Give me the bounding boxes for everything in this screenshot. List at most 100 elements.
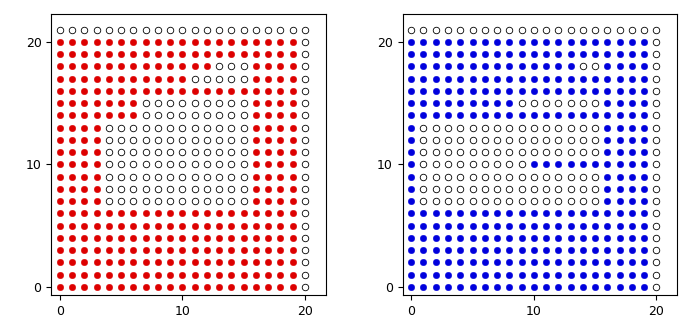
- Point: [79, 211, 90, 216]
- Point: [79, 27, 90, 32]
- Point: [528, 137, 539, 142]
- Point: [639, 137, 650, 142]
- Point: [213, 100, 224, 106]
- Point: [516, 88, 527, 93]
- Point: [553, 125, 564, 130]
- Point: [165, 150, 176, 155]
- Point: [627, 76, 637, 81]
- Point: [275, 27, 286, 32]
- Point: [287, 223, 298, 228]
- Point: [504, 100, 515, 106]
- Point: [627, 260, 637, 265]
- Point: [577, 211, 588, 216]
- Point: [479, 88, 490, 93]
- Point: [165, 88, 176, 93]
- Point: [418, 125, 429, 130]
- Point: [189, 137, 200, 142]
- Point: [55, 125, 66, 130]
- Point: [66, 39, 77, 44]
- Point: [430, 76, 441, 81]
- Point: [177, 113, 188, 118]
- Point: [492, 51, 503, 57]
- Point: [651, 150, 662, 155]
- Point: [627, 125, 637, 130]
- Point: [300, 199, 311, 204]
- Point: [250, 51, 261, 57]
- Point: [140, 88, 151, 93]
- Point: [614, 76, 625, 81]
- Point: [479, 150, 490, 155]
- Point: [492, 64, 503, 69]
- Point: [250, 174, 261, 179]
- Point: [202, 64, 213, 69]
- Point: [153, 76, 163, 81]
- Point: [263, 235, 274, 241]
- Point: [504, 125, 515, 130]
- Point: [66, 272, 77, 277]
- Point: [103, 39, 114, 44]
- Point: [577, 284, 588, 290]
- Point: [639, 174, 650, 179]
- Point: [116, 247, 127, 253]
- Point: [153, 272, 163, 277]
- Point: [238, 137, 249, 142]
- Point: [565, 272, 576, 277]
- Point: [55, 247, 66, 253]
- Point: [103, 88, 114, 93]
- Point: [467, 174, 478, 179]
- Point: [553, 76, 564, 81]
- Point: [590, 51, 601, 57]
- Point: [55, 186, 66, 192]
- Point: [651, 100, 662, 106]
- Point: [443, 27, 453, 32]
- Point: [430, 235, 441, 241]
- Point: [418, 39, 429, 44]
- Point: [55, 174, 66, 179]
- Point: [140, 100, 151, 106]
- Point: [79, 88, 90, 93]
- Point: [165, 137, 176, 142]
- Point: [66, 211, 77, 216]
- Point: [116, 174, 127, 179]
- Point: [177, 235, 188, 241]
- Point: [140, 186, 151, 192]
- Point: [79, 51, 90, 57]
- Point: [455, 51, 466, 57]
- Point: [455, 211, 466, 216]
- Point: [275, 260, 286, 265]
- Point: [430, 186, 441, 192]
- Point: [602, 76, 613, 81]
- Point: [455, 150, 466, 155]
- Point: [443, 235, 453, 241]
- Point: [540, 88, 551, 93]
- Point: [153, 284, 163, 290]
- Point: [116, 223, 127, 228]
- Point: [492, 137, 503, 142]
- Point: [418, 174, 429, 179]
- Point: [128, 51, 139, 57]
- Point: [177, 39, 188, 44]
- Point: [202, 39, 213, 44]
- Point: [103, 284, 114, 290]
- Point: [504, 39, 515, 44]
- Point: [275, 113, 286, 118]
- Point: [467, 27, 478, 32]
- Point: [565, 100, 576, 106]
- Point: [418, 27, 429, 32]
- Point: [189, 199, 200, 204]
- Point: [430, 88, 441, 93]
- Point: [103, 27, 114, 32]
- Point: [202, 27, 213, 32]
- Point: [238, 76, 249, 81]
- Point: [153, 137, 163, 142]
- Point: [300, 162, 311, 167]
- Point: [263, 27, 274, 32]
- Point: [238, 125, 249, 130]
- Point: [406, 247, 417, 253]
- Point: [250, 260, 261, 265]
- Point: [614, 100, 625, 106]
- Point: [627, 88, 637, 93]
- Point: [406, 186, 417, 192]
- Point: [128, 150, 139, 155]
- Point: [226, 211, 237, 216]
